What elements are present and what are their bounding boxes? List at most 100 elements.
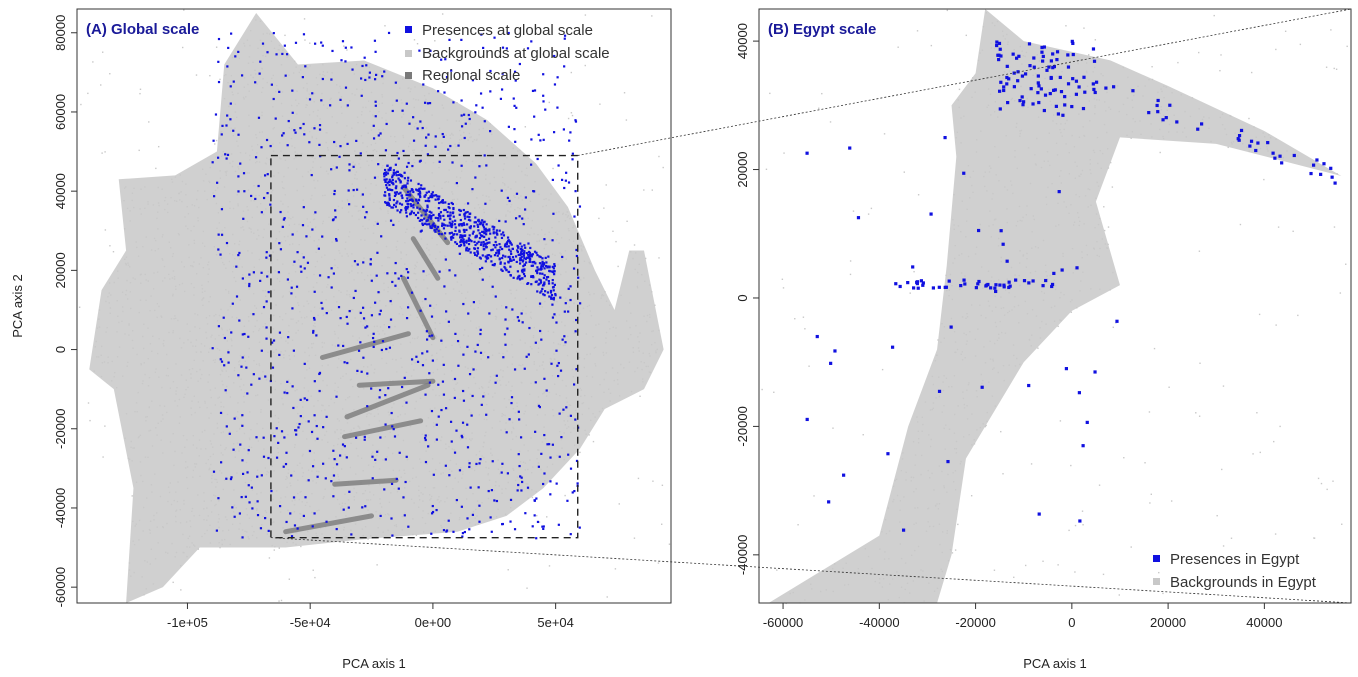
- background-point: [258, 341, 261, 343]
- background-point: [327, 173, 329, 175]
- background-point: [1085, 244, 1088, 247]
- background-point: [1049, 274, 1051, 277]
- background-point: [617, 265, 619, 268]
- presence-point: [313, 127, 316, 130]
- background-point: [274, 388, 277, 391]
- background-point: [459, 467, 462, 470]
- background-point: [370, 144, 373, 146]
- background-point: [668, 543, 671, 545]
- background-point: [329, 98, 331, 101]
- background-point: [140, 474, 142, 477]
- presence-point: [509, 498, 513, 502]
- y-tick-label: 20000: [53, 252, 68, 288]
- presence-point: [506, 241, 509, 244]
- background-point: [584, 394, 586, 397]
- background-point: [190, 373, 192, 375]
- background-point: [109, 245, 111, 247]
- presence-point: [282, 132, 285, 135]
- background-point: [97, 356, 100, 358]
- background-point: [220, 405, 222, 408]
- presence-point: [519, 436, 523, 439]
- background-point: [558, 220, 560, 223]
- background-point: [218, 541, 220, 544]
- presence-point: [429, 304, 432, 307]
- presence-point: [385, 171, 388, 174]
- background-point: [580, 248, 583, 250]
- presence-point: [344, 46, 347, 49]
- background-point: [337, 438, 340, 440]
- background-point: [113, 281, 115, 284]
- background-point: [275, 348, 277, 351]
- background-point: [379, 138, 381, 140]
- presence-point: [360, 370, 363, 373]
- background-point: [1070, 311, 1073, 313]
- presence-point: [316, 475, 319, 478]
- presence-point: [460, 125, 464, 128]
- presence-point: [465, 246, 469, 249]
- background-point: [1148, 78, 1150, 81]
- background-point: [956, 348, 959, 351]
- background-point: [378, 483, 381, 486]
- background-point: [248, 347, 250, 350]
- background-point: [238, 361, 240, 363]
- background-point: [332, 467, 335, 469]
- background-point: [307, 225, 309, 227]
- presence-point: [493, 226, 496, 229]
- background-point: [658, 329, 660, 332]
- background-point: [1087, 188, 1089, 190]
- presence-point: [505, 431, 508, 434]
- background-point: [849, 273, 852, 276]
- background-point: [438, 166, 440, 169]
- presence-point: [234, 55, 237, 58]
- background-point: [350, 429, 353, 432]
- background-point: [451, 132, 453, 135]
- background-point: [248, 276, 250, 279]
- presence-point: [239, 443, 242, 446]
- legend-swatch-presence: [405, 26, 412, 33]
- presence-point: [513, 368, 517, 371]
- background-point: [316, 245, 319, 247]
- background-point: [520, 364, 522, 367]
- background-point: [570, 431, 572, 434]
- presence-point: [394, 180, 397, 183]
- presence-point: [452, 236, 455, 239]
- background-point: [221, 327, 223, 329]
- background-point: [353, 279, 355, 281]
- background-point: [195, 339, 198, 341]
- background-point: [455, 383, 457, 386]
- presence-point: [400, 203, 404, 206]
- background-point: [157, 186, 159, 189]
- background-point: [103, 361, 106, 363]
- background-point: [553, 358, 556, 360]
- background-point: [184, 216, 186, 218]
- presence-point: [494, 381, 497, 384]
- presence-point: [549, 289, 553, 293]
- background-point: [478, 151, 481, 154]
- presence-point: [574, 119, 577, 122]
- background-point: [154, 558, 157, 560]
- presence-point: [441, 380, 445, 383]
- presence-point: [437, 415, 440, 418]
- background-point: [148, 528, 151, 531]
- background-point: [300, 316, 303, 319]
- background-point: [635, 252, 637, 254]
- presence-point: [542, 293, 545, 296]
- presence-point: [291, 233, 294, 236]
- presence-point: [527, 353, 530, 356]
- background-point: [214, 387, 217, 389]
- presence-point: [465, 228, 468, 232]
- background-point: [214, 495, 217, 497]
- presence-point: [379, 514, 382, 518]
- background-point: [396, 249, 398, 251]
- background-point: [615, 240, 617, 243]
- background-point: [216, 347, 219, 350]
- presence-point: [424, 393, 427, 396]
- presence-point: [410, 188, 413, 191]
- background-point: [314, 226, 317, 228]
- presence-point: [422, 209, 425, 212]
- background-point: [312, 569, 314, 571]
- presence-point: [477, 229, 480, 232]
- background-point: [834, 563, 836, 565]
- background-point: [581, 250, 583, 252]
- background-point: [483, 456, 485, 459]
